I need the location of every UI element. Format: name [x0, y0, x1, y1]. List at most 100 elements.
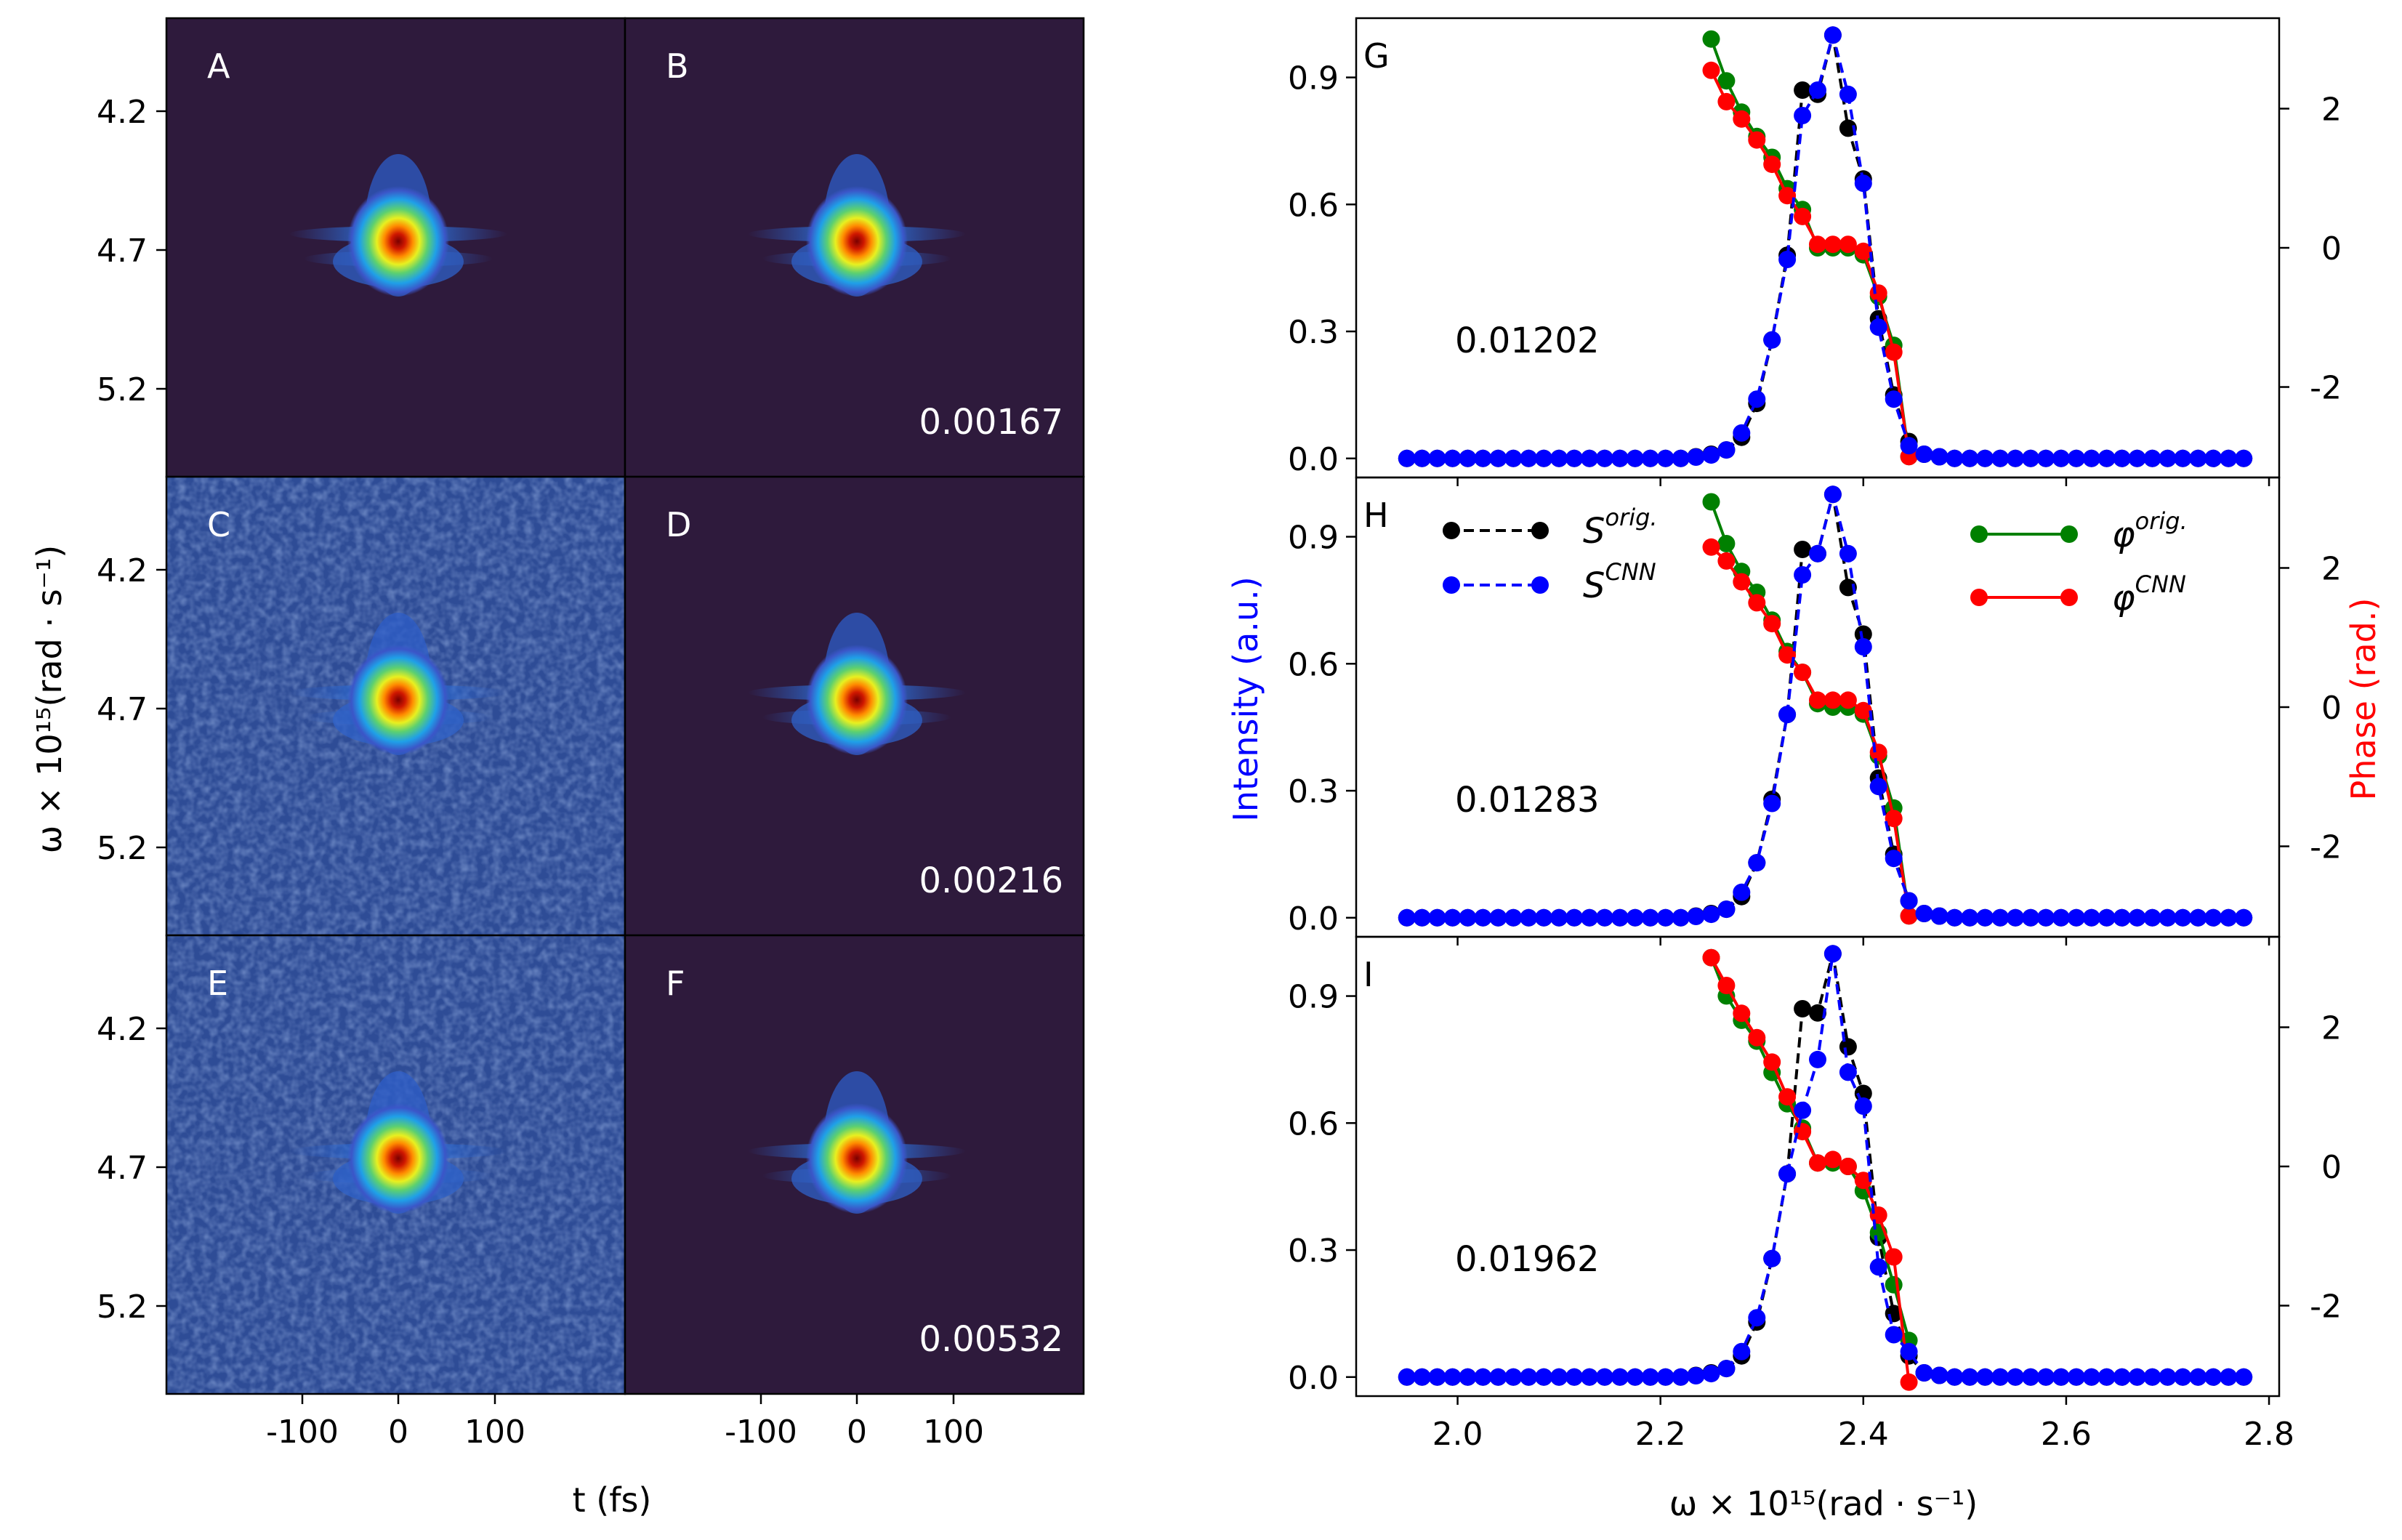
phase-tick-label: -2 [2310, 1289, 2342, 1326]
s-cnn-point [1839, 544, 1857, 563]
heatmap-spot [347, 645, 449, 755]
phase-tick-label: 0 [2321, 230, 2342, 267]
s-cnn-point [1611, 1368, 1629, 1386]
phase-tick-label: 0 [2321, 690, 2342, 727]
phi-cnn-point [1823, 1150, 1842, 1169]
phi-cnn-point [1778, 646, 1797, 664]
line-panel-label: I [1363, 955, 1374, 994]
s-cnn-point [1443, 1368, 1462, 1386]
phase-tick-label: 2 [2321, 1009, 2342, 1047]
s-cnn-point [1595, 1368, 1613, 1386]
s-cnn-point [2159, 1368, 2177, 1386]
s-cnn-point [1550, 449, 1568, 467]
s-cnn-point [2097, 449, 2116, 467]
intensity-tick-label: 0.6 [1288, 646, 1339, 683]
legend-phi-cnn-marker [2060, 589, 2078, 606]
s-cnn-point [1946, 1368, 1964, 1386]
s-cnn-point [1428, 1368, 1446, 1386]
legend-phi-cnn-label: φCNN [2112, 571, 2186, 618]
phi-orig-point [1702, 493, 1720, 511]
legend-phi-orig-marker [2060, 525, 2078, 543]
intensity-tick-label: 0.3 [1288, 1233, 1339, 1270]
s-cnn-point [2113, 908, 2131, 927]
legend-phi-orig: φorig. [1970, 507, 2188, 555]
s-cnn-point [1900, 1342, 1918, 1360]
s-cnn-point [2128, 449, 2146, 467]
heatmap-spot [806, 186, 908, 297]
s-cnn-point [2022, 1368, 2040, 1386]
phi-orig-point [1717, 535, 1736, 552]
s-cnn-point [1641, 449, 1659, 467]
s-cnn-point [1915, 446, 1933, 463]
heatmap-panel-label: C [207, 505, 230, 544]
phi-cnn-point [1869, 284, 1887, 302]
s-cnn-point [1459, 1368, 1477, 1386]
intensity-tick-label: 0.0 [1288, 441, 1339, 478]
intensity-tick-label: 0.9 [1288, 979, 1339, 1016]
legend-phi-cnn-marker [1970, 589, 1988, 606]
s-cnn-point [1763, 794, 1781, 813]
frequency-axis-title: ω × 10¹⁵(rad · s⁻¹) [1669, 1484, 1978, 1523]
heatmap-x-tick-label: 100 [464, 1414, 525, 1451]
s-cnn-point [2007, 449, 2025, 467]
s-cnn-point [1763, 1249, 1781, 1267]
phi-cnn-point [1717, 92, 1736, 110]
s-cnn-point [1778, 251, 1797, 268]
s-cnn-point [1809, 1050, 1826, 1068]
intensity-axis-title: Intensity (a.u.) [1226, 576, 1265, 821]
heatmap-y-axis-title: ω × 10¹⁵(rad · s⁻¹) [30, 545, 69, 853]
s-cnn-point [1794, 1101, 1812, 1119]
intensity-tick-label: 0.0 [1288, 1360, 1339, 1397]
s-cnn-point [1535, 449, 1553, 467]
heatmap-spot [806, 1103, 908, 1214]
s-orig-point [1794, 81, 1812, 99]
phi-cnn-point [1823, 691, 1842, 709]
s-cnn-point [1733, 883, 1751, 901]
phi-cnn-point [1748, 594, 1766, 612]
s-cnn-point [1581, 908, 1598, 927]
s-cnn-point [1794, 566, 1812, 584]
s-cnn-point [2159, 908, 2177, 927]
s-cnn-point [1748, 1309, 1766, 1327]
phi-cnn-point [1809, 1154, 1826, 1172]
heatmap-x-tick-label: 0 [388, 1414, 408, 1451]
s-cnn-point [1626, 449, 1644, 467]
line-panel-i: I 0.01962 [1355, 935, 2281, 1398]
line-panel-mse-value: 0.01202 [1455, 321, 1600, 361]
heatmap-x-tick-label: -100 [266, 1414, 339, 1451]
intensity-tick-label: 0.6 [1288, 1105, 1339, 1142]
s-cnn-point [1565, 908, 1584, 927]
heatmap-y-tick-label: 4.2 [97, 552, 148, 589]
s-cnn-point [1687, 448, 1705, 466]
s-cnn-point [2235, 908, 2253, 927]
phi-cnn-point [1702, 61, 1720, 79]
s-cnn-point [1611, 449, 1629, 467]
s-cnn-point [1641, 1368, 1659, 1386]
s-cnn-point [1991, 908, 2010, 927]
s-cnn-point [1413, 908, 1431, 927]
phi-cnn-point [1748, 1028, 1766, 1047]
s-cnn-point [1823, 945, 1842, 963]
s-cnn-point [2204, 908, 2222, 927]
phi-cnn-point [1733, 573, 1751, 591]
s-cnn-point [1930, 448, 1948, 466]
phi-cnn-point [1763, 615, 1781, 633]
phi-cnn-point [1717, 552, 1736, 570]
phi-cnn-point [1748, 131, 1766, 149]
heatmap-panel-label: E [207, 964, 228, 1003]
legend-phi-orig-marker [1970, 525, 1988, 543]
s-orig-point [1794, 541, 1812, 558]
s-orig-point [1854, 625, 1872, 643]
s-cnn-point [1961, 1368, 1979, 1386]
s-cnn-point [1687, 1367, 1705, 1384]
s-cnn-point [2143, 449, 2161, 467]
legend-s-cnn-marker [1531, 576, 1549, 594]
s-cnn-point [1930, 907, 1948, 925]
s-cnn-point [2220, 449, 2238, 467]
phi-cnn-point [1854, 1172, 1872, 1190]
heatmap-x-tick-label: 100 [923, 1414, 984, 1451]
heatmap-mse-value: 0.00532 [919, 1319, 1064, 1360]
line-panel-g: G 0.01202 [1355, 17, 2281, 479]
s-cnn-point [2204, 449, 2222, 467]
intensity-tick-label: 0.6 [1288, 187, 1339, 224]
